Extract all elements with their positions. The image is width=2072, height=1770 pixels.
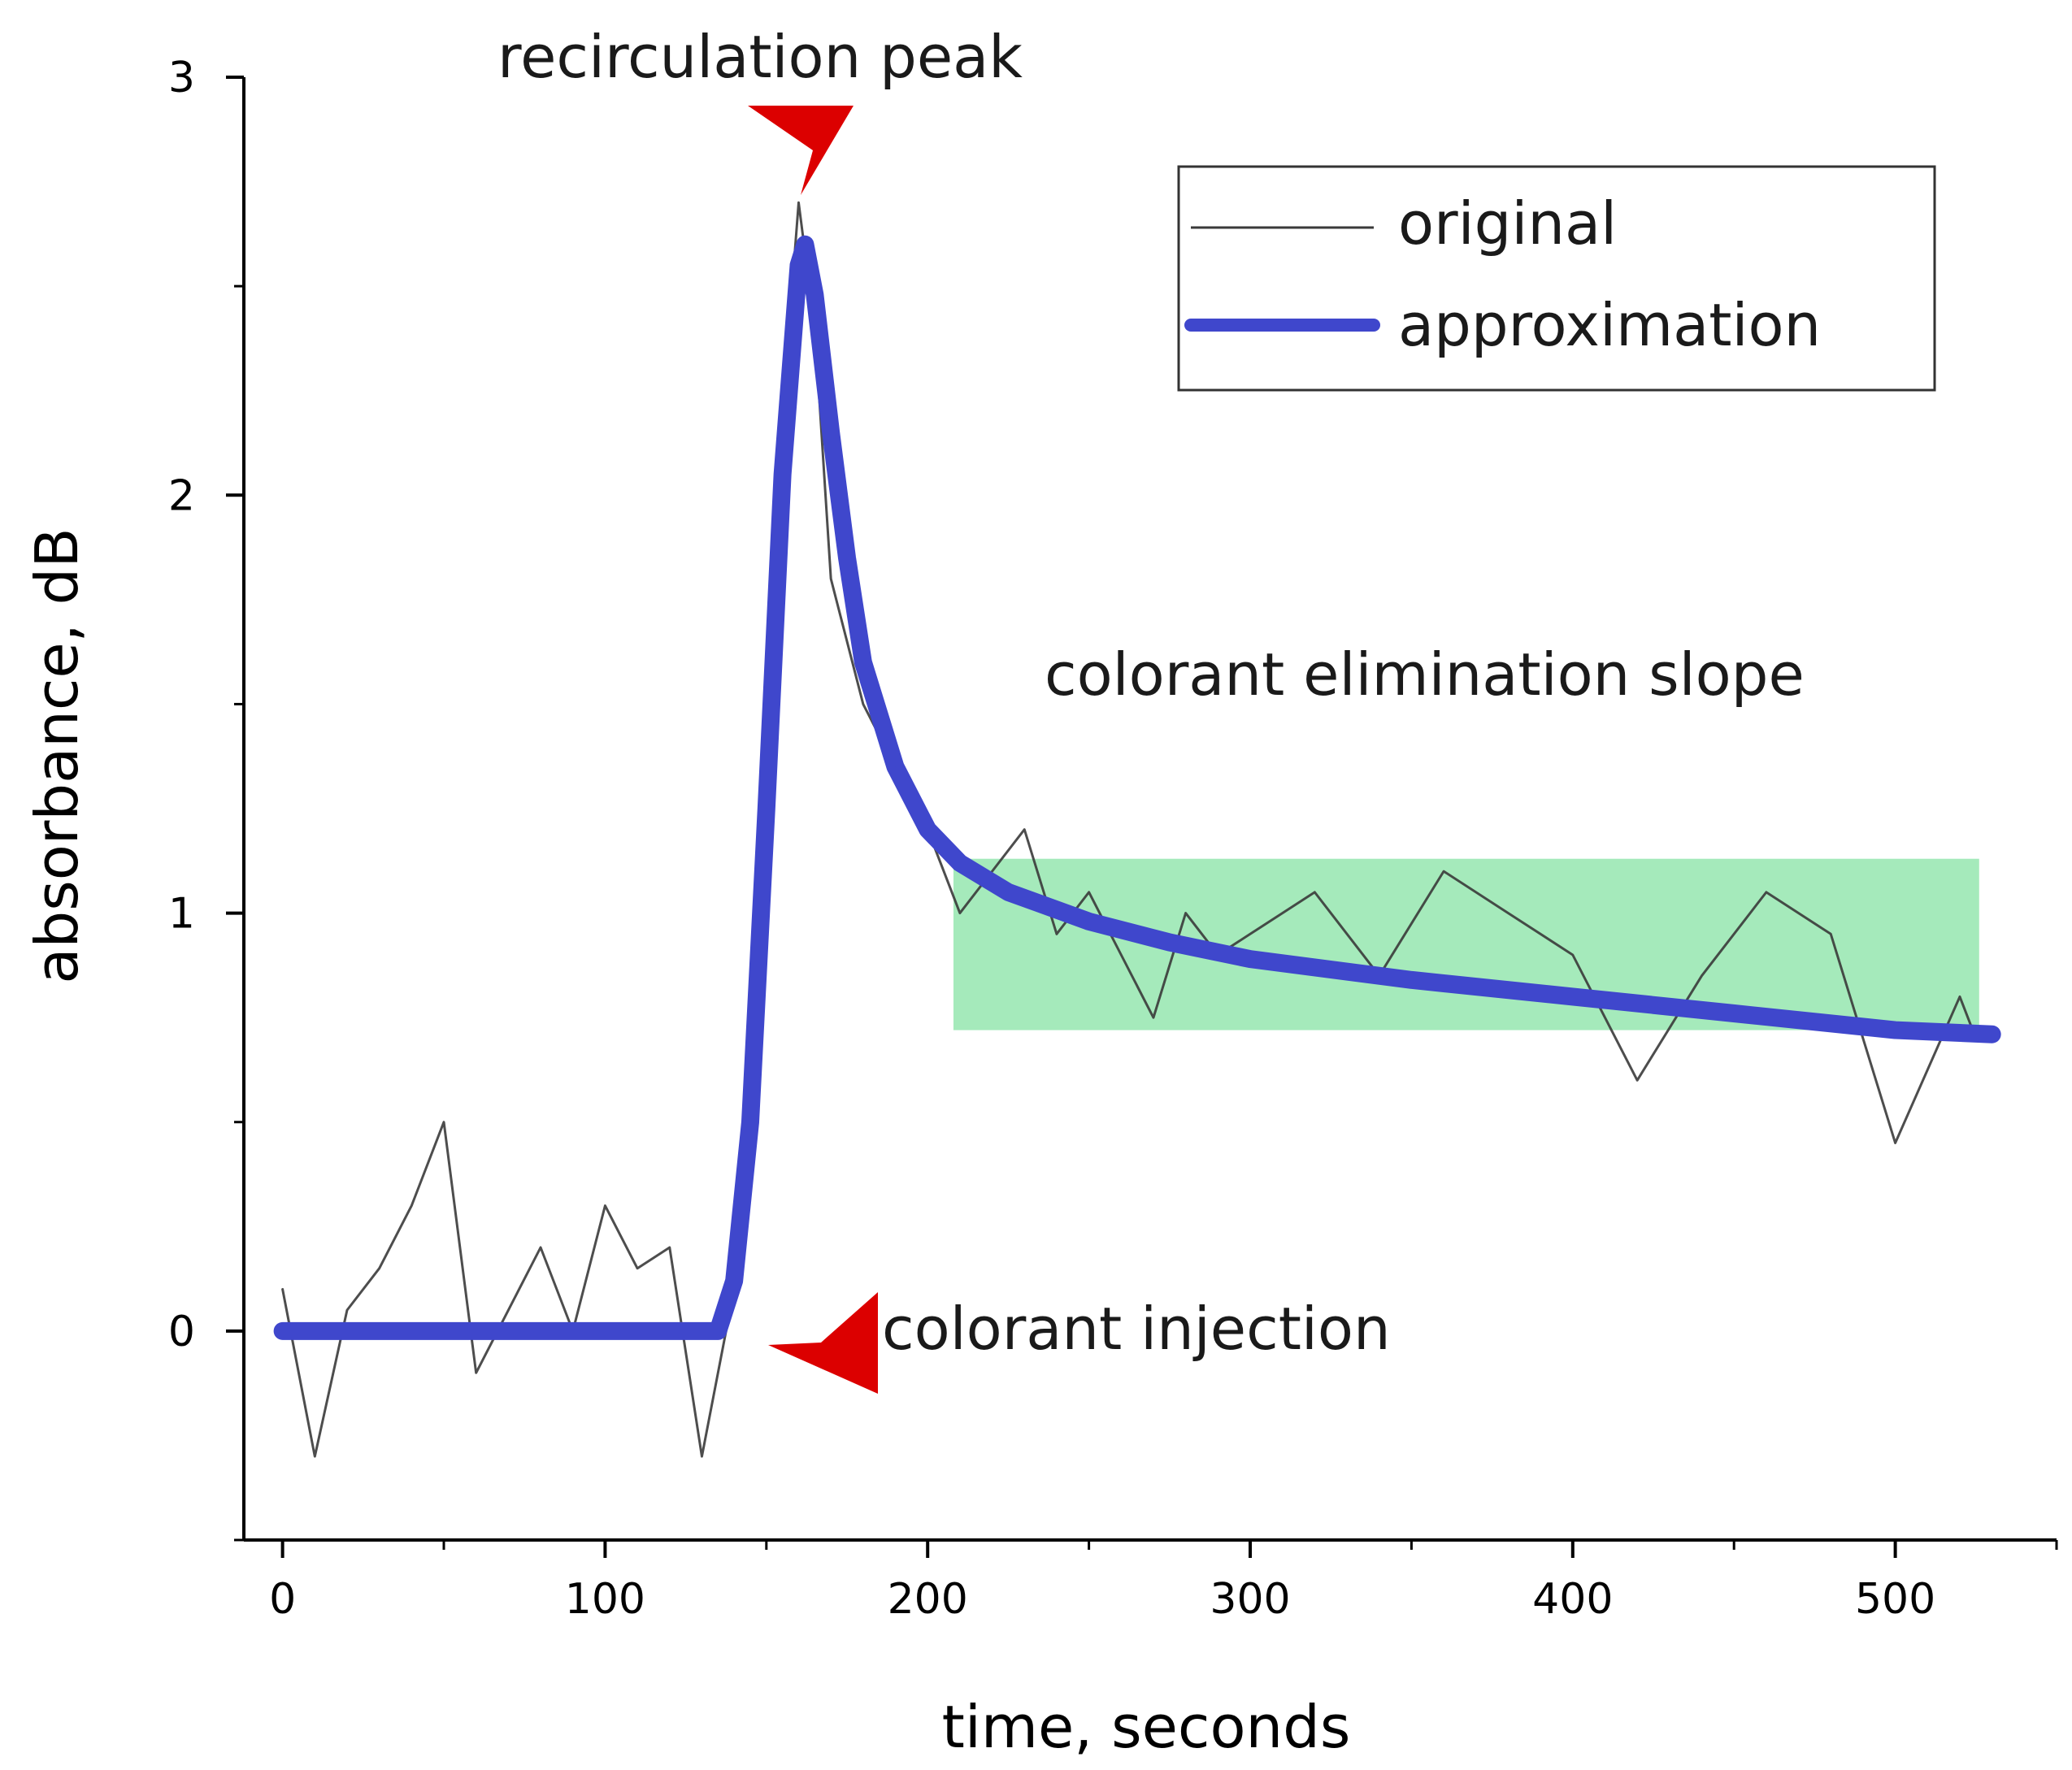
x-tick-label-500: 500	[1855, 1575, 1935, 1624]
y-tick-label-0: 0	[168, 1308, 195, 1356]
series-layer	[273, 201, 2001, 1458]
x-axis-title: time, seconds	[942, 1693, 1351, 1761]
series-line-approximation	[273, 235, 2001, 1340]
x-tick-label-0: 0	[269, 1575, 296, 1624]
annotation-layer: recirculation peak colorant injection co…	[497, 23, 1805, 1394]
legend-box	[1177, 165, 1936, 392]
elimination-slope-region	[953, 858, 1979, 1030]
annotation-recirculation-peak: recirculation peak	[497, 23, 1023, 91]
legend: original approximation	[1177, 165, 1936, 392]
legend-label-original: original	[1398, 189, 1617, 258]
injection-arrow-marker	[768, 1292, 878, 1394]
annotation-colorant-injection: colorant injection	[882, 1295, 1391, 1363]
annotation-colorant-elimination-slope: colorant elimination slope	[1045, 640, 1805, 709]
y-tick-label-1: 1	[168, 890, 195, 939]
highlight-region-layer	[953, 858, 1979, 1030]
x-tick-label-300: 300	[1210, 1575, 1290, 1624]
y-axis-title: absorbance, dB	[23, 527, 91, 983]
legend-label-approximation: approximation	[1398, 291, 1821, 359]
x-tick-label-400: 400	[1532, 1575, 1613, 1624]
y-tick-label-3: 3	[168, 54, 195, 102]
x-tick-label-200: 200	[888, 1575, 968, 1624]
y-tick-label-2: 2	[168, 471, 195, 520]
tick-layer: 0 100 200 300 400 500 0 1 2 3	[168, 54, 2058, 1624]
peak-arrow-marker	[748, 106, 854, 195]
x-tick-label-100: 100	[565, 1575, 645, 1624]
